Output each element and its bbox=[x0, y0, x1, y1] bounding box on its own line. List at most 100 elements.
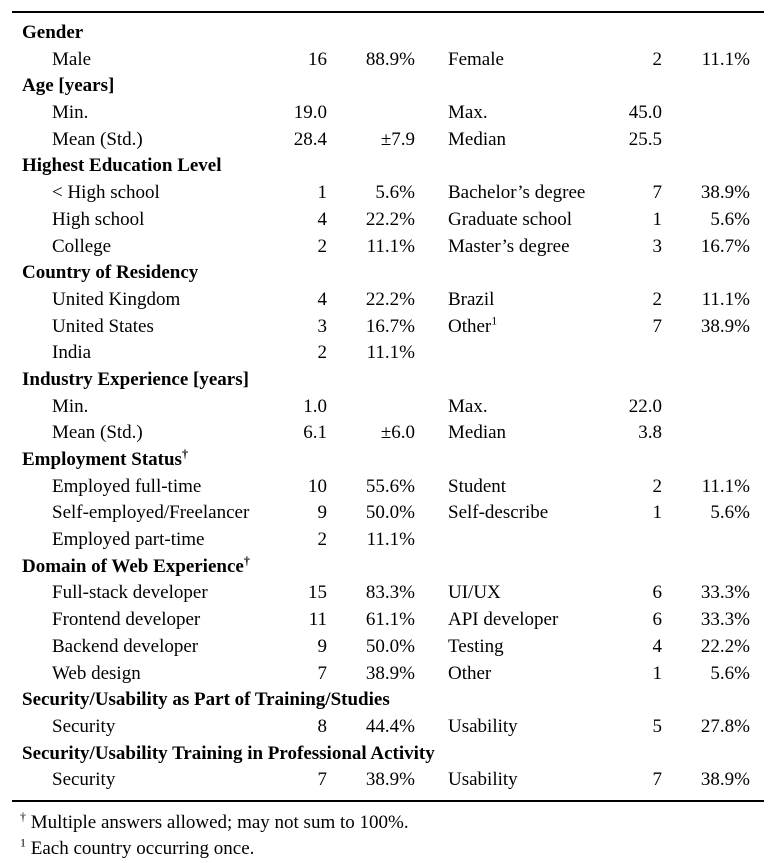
cell-text: 5.6% bbox=[375, 182, 415, 204]
cell-text: India bbox=[52, 342, 92, 364]
row-label: United States bbox=[52, 314, 154, 341]
row-label: Security bbox=[52, 714, 115, 741]
cell-text: United States bbox=[52, 315, 154, 337]
row-percent: 11.1% bbox=[367, 340, 415, 367]
cell-text: 2 bbox=[652, 475, 663, 497]
cell-text: Security bbox=[52, 715, 116, 737]
row-count: 9 bbox=[318, 500, 328, 527]
row-percent: 50.0% bbox=[366, 634, 415, 661]
cell-text: Student bbox=[448, 475, 507, 497]
row-label-2: Max. bbox=[448, 394, 488, 421]
table-row: Backend developer 9 50.0% Testing 4 22.2% bbox=[0, 634, 773, 661]
row-label: Min. bbox=[52, 100, 88, 127]
cell-text: Employed full-time bbox=[52, 475, 202, 497]
row-label: < High school bbox=[52, 180, 160, 207]
cell-text: 7 bbox=[652, 315, 663, 337]
row-percent: ±7.9 bbox=[381, 127, 415, 154]
section-header: Security/Usability Training in Professio… bbox=[0, 741, 773, 768]
cell-text: Median bbox=[448, 422, 507, 444]
cell-text: Employed part-time bbox=[52, 529, 205, 551]
table-row: < High school 1 5.6% Bachelor’s degree 7 38.9… bbox=[0, 180, 773, 207]
row-percent-2: 5.6% bbox=[710, 500, 750, 527]
cell-text: Min. bbox=[52, 395, 89, 417]
cell-text: 16.7% bbox=[365, 315, 415, 337]
row-label-2: Other bbox=[448, 661, 491, 688]
row-count: 15 bbox=[308, 580, 327, 607]
row-count-2: 2 bbox=[653, 287, 663, 314]
cell-text: 11 bbox=[308, 609, 327, 631]
cell-text: Other bbox=[448, 315, 492, 337]
row-label-2: Bachelor’s degree bbox=[448, 180, 585, 207]
cell-text: 16.7% bbox=[700, 235, 750, 257]
cell-text: 8 bbox=[317, 715, 328, 737]
cell-text: Median bbox=[448, 128, 507, 150]
footnote-one: 1 Each country occurring once. bbox=[20, 837, 254, 860]
table-row: India 2 11.1% bbox=[0, 340, 773, 367]
row-count-2: 1 bbox=[653, 207, 663, 234]
row-count: 1.0 bbox=[303, 394, 327, 421]
cell-text: 27.8% bbox=[700, 715, 750, 737]
cell-text: 9 bbox=[317, 635, 328, 657]
row-label: Backend developer bbox=[52, 634, 198, 661]
row-percent: 38.9% bbox=[366, 661, 415, 688]
row-count-2: 1 bbox=[653, 500, 663, 527]
section-header: Highest Education Level bbox=[0, 153, 773, 180]
cell-text: 33.3% bbox=[700, 609, 750, 631]
cell-text: 44.4% bbox=[365, 715, 415, 737]
row-count-2: 25.5 bbox=[629, 127, 662, 154]
demographics-table: Gender Male 16 88.9% Female 2 11.1% Age [years]… bbox=[0, 20, 773, 794]
row-percent-2: 5.6% bbox=[710, 207, 750, 234]
table-row: High school 4 22.2% Graduate school 1 5.6% bbox=[0, 207, 773, 234]
row-percent: 50.0% bbox=[366, 500, 415, 527]
top-rule bbox=[12, 11, 764, 13]
cell-text: 11.1% bbox=[701, 475, 750, 497]
cell-text: 7 bbox=[317, 662, 328, 684]
cell-text: Male bbox=[52, 48, 92, 70]
row-label-2: UI/UX bbox=[448, 580, 501, 607]
cell-text: Backend developer bbox=[52, 635, 199, 657]
cell-text: 25.5 bbox=[628, 128, 662, 150]
section-header: Employment Status† bbox=[0, 447, 773, 474]
section-title: Security/Usability Training in Professio… bbox=[22, 741, 435, 768]
row-percent: 11.1% bbox=[367, 234, 415, 261]
cell-text: 10 bbox=[308, 475, 327, 497]
section-title-text: Security/Usability as Part of Training/S… bbox=[22, 689, 390, 711]
cell-text: Full-stack developer bbox=[52, 582, 208, 604]
table-row: Employed part-time 2 11.1% bbox=[0, 527, 773, 554]
row-percent: 38.9% bbox=[366, 767, 415, 794]
table-row: Male 16 88.9% Female 2 11.1% bbox=[0, 47, 773, 74]
row-percent-2: 33.3% bbox=[701, 607, 750, 634]
section-title: Gender bbox=[22, 20, 83, 47]
row-label: Security bbox=[52, 767, 115, 794]
row-count: 8 bbox=[318, 714, 328, 741]
row-count-2: 6 bbox=[653, 580, 663, 607]
cell-text: 50.0% bbox=[365, 502, 415, 524]
footnote-marker: † bbox=[181, 446, 188, 461]
cell-text: 1 bbox=[652, 208, 663, 230]
section-title: Industry Experience [years] bbox=[22, 367, 249, 394]
row-percent-2: 27.8% bbox=[701, 714, 750, 741]
row-percent: 5.6% bbox=[375, 180, 415, 207]
row-count: 2 bbox=[318, 340, 328, 367]
row-count-2: 3.8 bbox=[638, 420, 662, 447]
table-row: College 2 11.1% Master’s degree 3 16.7% bbox=[0, 234, 773, 261]
table-row: Min. 1.0 Max. 22.0 bbox=[0, 394, 773, 421]
row-count-2: 7 bbox=[653, 314, 663, 341]
row-count: 4 bbox=[318, 287, 328, 314]
cell-text: Graduate school bbox=[448, 208, 572, 230]
row-count-2: 7 bbox=[653, 767, 663, 794]
row-label-2: Testing bbox=[448, 634, 504, 661]
cell-text: 11.1% bbox=[366, 529, 415, 551]
row-percent: 88.9% bbox=[366, 47, 415, 74]
cell-text: 3.8 bbox=[638, 422, 662, 444]
cell-text: Mean (Std.) bbox=[52, 422, 143, 444]
row-label: Employed full-time bbox=[52, 474, 201, 501]
cell-text: 38.9% bbox=[365, 662, 415, 684]
cell-text: 16 bbox=[308, 48, 327, 70]
section-title-text: Security/Usability Training in Professio… bbox=[22, 742, 435, 764]
row-label-2: API developer bbox=[448, 607, 558, 634]
table-row: Full-stack developer 15 83.3% UI/UX 6 33.3% bbox=[0, 580, 773, 607]
row-percent: ±6.0 bbox=[381, 420, 415, 447]
cell-text: 4 bbox=[317, 288, 328, 310]
table-row: United States 3 16.7% Other1 7 38.9% bbox=[0, 314, 773, 341]
